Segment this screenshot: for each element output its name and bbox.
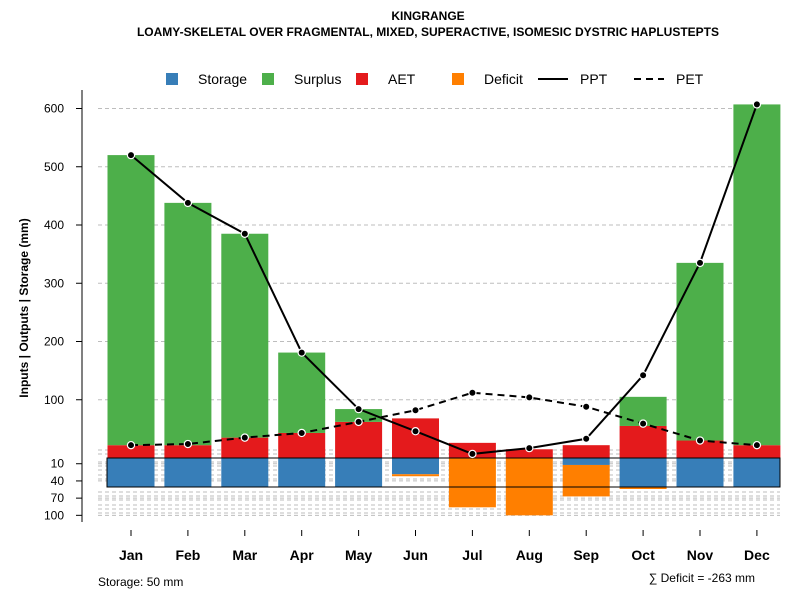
y-tick-label-400: 400 — [44, 218, 64, 232]
aet-bar-jan — [107, 445, 155, 458]
aet-bar-sep — [562, 445, 610, 458]
surplus-bar-mar — [221, 233, 269, 438]
legend-swatch-deficit — [452, 73, 464, 85]
storage-bar-nov — [676, 458, 724, 487]
storage-bar-mar — [221, 458, 269, 487]
y-tick-label-lower-100: 100 — [44, 508, 64, 522]
pet-point-jun — [411, 406, 420, 415]
y-tick-label-200: 200 — [44, 335, 64, 349]
pet-line — [130, 391, 757, 447]
storage-bar-apr — [278, 458, 326, 487]
storage-bar-feb — [164, 458, 212, 487]
aet-bar-dec — [733, 445, 781, 458]
aet-bar-aug — [505, 449, 553, 458]
pet-point-feb — [183, 439, 193, 449]
x-tick-label-aug: Aug — [516, 547, 543, 563]
axes: 100 200 300 400 500 600 10 40 70 100 Jan Feb Mar Apr M… — [44, 90, 770, 563]
y-tick-label-lower-70: 70 — [51, 491, 65, 505]
pet-point-jan — [126, 440, 136, 450]
aet-bar-nov — [676, 440, 724, 458]
deficit-bar-oct — [619, 487, 667, 489]
surplus-bar-nov — [676, 262, 724, 441]
y-axis-label: Inputs | Outputs | Storage (mm) — [17, 218, 31, 397]
chart-title: KINGRANGE — [391, 9, 464, 23]
series-lines — [126, 100, 762, 459]
legend-swatch-storage — [166, 73, 178, 85]
chart-subtitle: LOAMY-SKELETAL OVER FRAGMENTAL, MIXED, S… — [137, 25, 719, 39]
ppt-point-aug — [525, 443, 534, 453]
aet-bar-oct — [619, 425, 667, 458]
ppt-point-mar — [240, 229, 249, 238]
aet-bar-feb — [164, 445, 212, 458]
y-tick-label-300: 300 — [44, 276, 64, 290]
pet-point-nov — [695, 436, 705, 445]
y-tick-label-100: 100 — [44, 393, 64, 407]
x-tick-label-jul: Jul — [462, 547, 482, 563]
pet-point-jul — [468, 388, 477, 397]
ppt-point-apr — [297, 348, 306, 357]
x-tick-label-may: May — [345, 547, 372, 563]
deficit-bar-jun — [392, 474, 439, 477]
legend-swatch-aet — [356, 73, 368, 85]
aet-bar-may — [335, 421, 383, 458]
surplus-bar-feb — [164, 202, 212, 446]
deficit-bar-jul — [448, 458, 496, 508]
pet-point-sep — [582, 402, 591, 411]
legend-label-deficit: Deficit — [484, 71, 523, 87]
x-tick-label-oct: Oct — [631, 547, 655, 563]
ppt-point-oct — [638, 371, 648, 380]
ppt-point-dec — [752, 100, 762, 109]
pet-point-apr — [297, 428, 306, 438]
x-tick-label-mar: Mar — [232, 547, 257, 563]
legend-label-storage: Storage — [198, 71, 247, 87]
legend-label-surplus: Surplus — [294, 71, 341, 87]
pet-point-may — [354, 417, 363, 427]
y-tick-label-lower-40: 40 — [51, 474, 65, 488]
x-tick-label-dec: Dec — [744, 547, 770, 563]
x-tick-label-sep: Sep — [573, 547, 599, 563]
storage-band-outline — [106, 457, 781, 488]
x-tick-label-jan: Jan — [119, 547, 143, 563]
surplus-bar-jan — [107, 155, 155, 446]
storage-bar-dec — [733, 458, 781, 487]
bars — [106, 104, 781, 516]
ppt-point-jun — [411, 427, 420, 436]
ppt-point-jul — [468, 449, 477, 459]
ppt-line — [130, 104, 758, 455]
x-tick-label-jun: Jun — [403, 547, 428, 563]
pet-point-dec — [752, 440, 762, 450]
surplus-bar-dec — [733, 104, 781, 446]
ppt-point-jan — [126, 150, 136, 160]
storage-note: Storage: 50 mm — [98, 575, 183, 589]
ppt-point-nov — [695, 258, 705, 268]
pet-point-aug — [525, 393, 534, 402]
deficit-bar-sep — [562, 464, 610, 497]
pet-point-mar — [240, 433, 249, 442]
y-tick-label-600: 600 — [44, 102, 64, 116]
deficit-note: ∑ Deficit = -263 mm — [649, 571, 755, 585]
storage-bar-jun — [392, 458, 439, 475]
storage-bar-sep — [562, 458, 610, 465]
legend-swatch-surplus — [262, 73, 274, 85]
ppt-point-may — [354, 404, 363, 414]
aet-bar-mar — [221, 437, 269, 458]
storage-bar-may — [335, 458, 383, 487]
storage-bar-jan — [107, 458, 155, 487]
x-tick-label-nov: Nov — [687, 547, 714, 563]
surplus-bar-apr — [278, 352, 326, 433]
x-tick-label-feb: Feb — [175, 547, 200, 563]
legend: Storage Surplus AET Deficit PPT PET — [166, 71, 704, 87]
legend-label-aet: AET — [388, 71, 416, 87]
storage-bar-oct — [619, 458, 667, 487]
legend-label-pet: PET — [676, 71, 704, 87]
y-tick-label-lower-10: 10 — [51, 457, 65, 471]
y-tick-label-500: 500 — [44, 160, 64, 174]
ppt-point-feb — [183, 198, 193, 208]
legend-label-ppt: PPT — [580, 71, 608, 87]
x-tick-label-apr: Apr — [290, 547, 315, 563]
pet-point-oct — [638, 419, 648, 428]
ppt-point-sep — [582, 434, 591, 443]
